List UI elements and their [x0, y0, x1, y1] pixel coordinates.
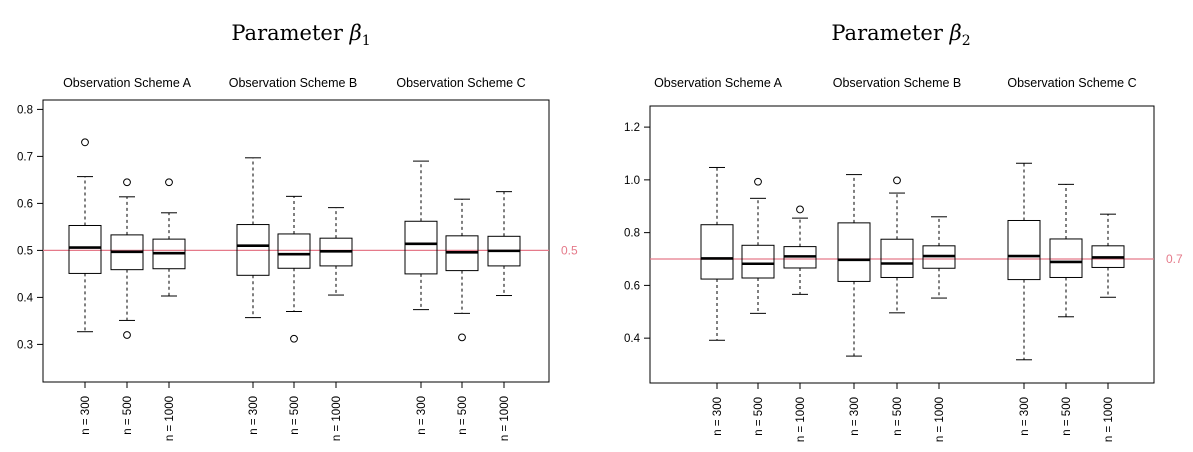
outlier-point: [754, 177, 762, 186]
scheme-label: Observation Scheme C: [396, 76, 525, 90]
x-tick-label: n = 500: [122, 396, 134, 435]
chart-title: Parameter β1: [231, 21, 370, 49]
scheme-label: Observation Scheme A: [654, 76, 783, 90]
x-tick-label: n = 500: [289, 396, 301, 435]
chart-panel-2: Parameter β2 0.4 0.6 0.8 1.0 1.2 0.7 Observatio…: [624, 21, 1183, 442]
x-tick-label: n = 1000: [164, 396, 176, 441]
y-tick-label: 0.6: [624, 280, 640, 292]
plot-frame: [42, 99, 550, 383]
x-tick-label: n = 300: [849, 397, 861, 436]
outlier-point: [290, 334, 298, 343]
box-1-3: n = 1000: [783, 205, 817, 442]
box-3-2: n = 500: [445, 198, 479, 435]
plot-frame: [649, 105, 1155, 384]
x-tick-label: n = 500: [892, 397, 904, 436]
y-tick-label: 0.3: [17, 339, 33, 351]
box-1-1: n = 300: [68, 138, 102, 435]
y-tick-label: 0.4: [17, 292, 34, 304]
box-1-2: n = 500: [110, 178, 144, 435]
y-tick-label: 0.8: [624, 228, 640, 240]
y-tick-label: 1.2: [624, 122, 640, 134]
x-tick-label: n = 300: [416, 396, 428, 435]
y-tick-label: 0.4: [624, 333, 641, 345]
outlier-point: [893, 176, 901, 185]
box-2-2: n = 500: [277, 195, 311, 435]
scheme-label: Observation Scheme C: [1007, 76, 1136, 90]
x-tick-label: n = 1000: [795, 397, 807, 442]
box-2-3: n = 1000: [922, 216, 956, 442]
outlier-point: [123, 178, 131, 187]
outlier-point: [796, 205, 804, 214]
chart-panel-1: Parameter β1 0.3 0.4 0.5 0.6 0.7 0.8 0.5 Observa…: [17, 21, 578, 441]
box-2-1: n = 300: [837, 174, 871, 436]
x-tick-label: n = 1000: [499, 396, 511, 441]
box-2-2: n = 500: [880, 176, 914, 436]
y-tick-label: 0.6: [17, 198, 33, 210]
box-3-3: n = 1000: [487, 191, 521, 441]
iqr-box: [700, 224, 734, 280]
y-tick-label: 1.0: [624, 175, 640, 187]
reference-label: 0.7: [1166, 252, 1183, 266]
box-1-2: n = 500: [741, 177, 775, 436]
x-tick-label: n = 500: [1061, 397, 1073, 436]
x-tick-label: n = 300: [1019, 397, 1031, 436]
box-3-2: n = 500: [1049, 183, 1083, 436]
scheme-label: Observation Scheme A: [63, 76, 192, 90]
outlier-point: [458, 333, 466, 342]
outlier-point: [123, 331, 131, 339]
iqr-box: [236, 224, 270, 276]
iqr-box: [880, 238, 914, 278]
box-3-3: n = 1000: [1091, 213, 1125, 442]
x-tick-label: n = 1000: [331, 396, 343, 441]
box-2-3: n = 1000: [319, 207, 353, 441]
x-tick-label: n = 300: [248, 396, 260, 435]
box-1-3: n = 1000: [152, 178, 186, 441]
outlier-point: [81, 138, 89, 147]
reference-label: 0.5: [561, 243, 578, 257]
iqr-box: [277, 233, 311, 269]
box-3-1: n = 300: [1007, 162, 1041, 436]
y-tick-label: 0.8: [17, 104, 33, 116]
chart-title: Parameter β2: [831, 21, 970, 49]
iqr-box: [68, 224, 102, 274]
y-tick-label: 0.5: [17, 245, 33, 257]
scheme-label: Observation Scheme B: [833, 76, 962, 90]
x-tick-label: n = 1000: [1103, 397, 1115, 442]
iqr-box: [1049, 238, 1083, 278]
x-tick-label: n = 300: [80, 396, 92, 435]
iqr-box: [741, 244, 775, 279]
box-3-1: n = 300: [404, 160, 438, 435]
x-tick-label: n = 500: [753, 397, 765, 436]
iqr-box: [1007, 219, 1041, 281]
x-tick-label: n = 300: [712, 397, 724, 436]
outlier-point: [165, 178, 173, 187]
iqr-box: [404, 220, 438, 275]
box-1-1: n = 300: [700, 166, 734, 436]
x-tick-label: n = 1000: [934, 397, 946, 442]
iqr-box: [837, 222, 871, 282]
scheme-label: Observation Scheme B: [229, 76, 358, 90]
x-tick-label: n = 500: [457, 396, 469, 435]
y-tick-label: 0.7: [17, 151, 33, 163]
box-2-1: n = 300: [236, 157, 270, 435]
